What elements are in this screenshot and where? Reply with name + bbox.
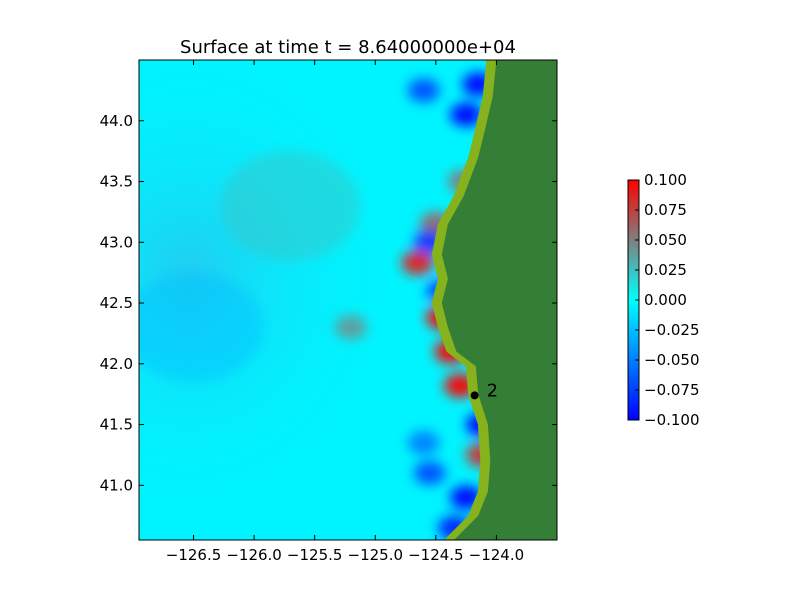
colorbar-tick-label-3: 0.025 — [644, 261, 687, 279]
x-tick-label-0: −126.5 — [166, 546, 222, 564]
chart-title: Surface at time t = 8.64000000e+04 — [180, 37, 516, 58]
x-tick-label-1: −126.0 — [226, 546, 282, 564]
colorbar-ticks: 0.100 0.075 0.050 0.025 0.000 −0.025 −0.050 −0.… — [635, 171, 700, 429]
y-tick-label-0: 41.0 — [100, 476, 133, 494]
gauge-layer: 2 — [470, 380, 498, 401]
surface-anomaly-15 — [407, 430, 440, 455]
plot-frame — [138, 59, 558, 541]
x-tick-label-5: −124.0 — [469, 546, 525, 564]
y-axis: 41.0 41.5 42.0 42.5 43.0 43.5 44.0 — [100, 112, 557, 494]
colorbar-tick-label-4: 0.000 — [644, 291, 687, 309]
x-tick-label-2: −125.5 — [287, 546, 343, 564]
gauge-label-0: 2 — [487, 380, 498, 401]
colorbar-tick-label-6: −0.050 — [644, 351, 700, 369]
surface-anomaly-18 — [220, 150, 361, 261]
surface-anomaly-2 — [407, 78, 440, 103]
land-mass — [441, 60, 557, 540]
y-tick-label-3: 42.5 — [100, 294, 133, 312]
colorbar-tick-label-5: −0.025 — [644, 321, 700, 339]
surface-anomaly-14 — [413, 461, 446, 486]
surface-anomaly-17 — [335, 315, 368, 340]
colorbar-tick-label-0: 0.100 — [644, 171, 687, 189]
y-tick-label-1: 41.5 — [100, 416, 133, 434]
surface-anomaly-6 — [401, 250, 434, 275]
surface-anomaly-1 — [450, 102, 483, 127]
colorbar-tick-label-8: −0.100 — [644, 411, 700, 429]
y-tick-label-4: 43.0 — [100, 233, 133, 251]
gauge-marker-0 — [470, 391, 479, 400]
colorbar-tick-label-2: 0.050 — [644, 231, 687, 249]
colorbar-tick-label-1: 0.075 — [644, 201, 687, 219]
plot-area: 2 — [139, 60, 557, 540]
x-tick-label-4: −124.5 — [408, 546, 464, 564]
surface-anomaly-19 — [139, 272, 264, 383]
x-tick-label-3: −125.0 — [348, 546, 404, 564]
y-tick-label-2: 42.0 — [100, 355, 133, 373]
colorbar-tick-label-7: −0.075 — [644, 381, 700, 399]
y-tick-label-5: 43.5 — [100, 173, 133, 191]
x-axis: −126.5 −126.0 −125.5 −125.0 −124.5 −124.0 — [166, 60, 524, 564]
y-tick-label-6: 44.0 — [100, 112, 133, 130]
